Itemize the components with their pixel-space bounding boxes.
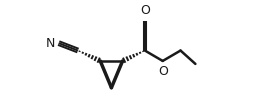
Text: O: O [158,65,168,78]
Text: O: O [140,4,150,17]
Text: N: N [46,37,55,50]
